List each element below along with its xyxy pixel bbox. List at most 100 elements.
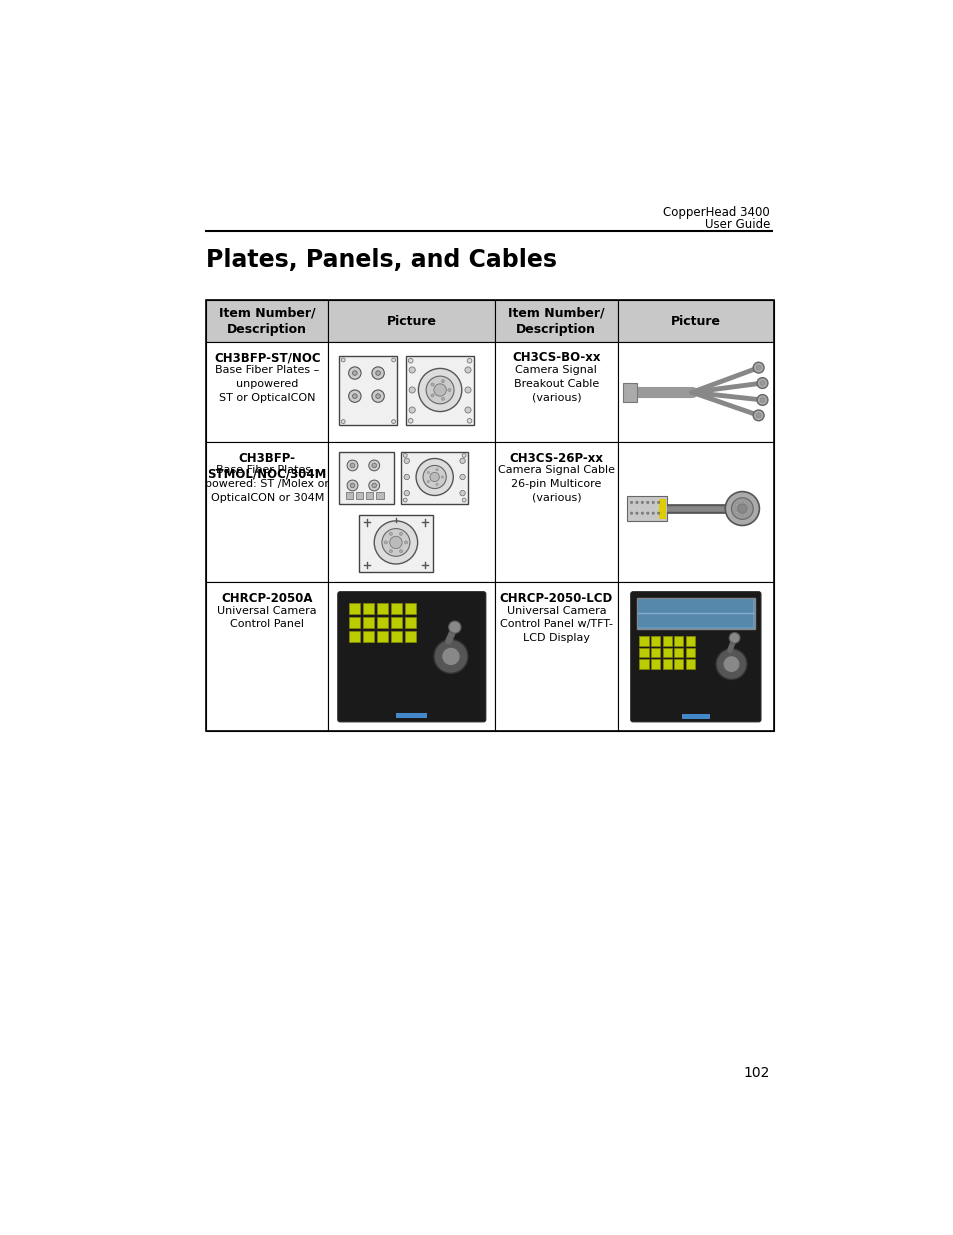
- Bar: [206, 342, 328, 442]
- Bar: [206, 583, 328, 731]
- Bar: [377, 631, 388, 642]
- Text: User Guide: User Guide: [704, 217, 769, 231]
- Bar: [638, 599, 753, 627]
- Circle shape: [341, 358, 345, 362]
- Text: Picture: Picture: [386, 315, 436, 327]
- Circle shape: [756, 412, 760, 417]
- Circle shape: [427, 480, 429, 483]
- Circle shape: [404, 474, 409, 479]
- Bar: [622, 383, 637, 401]
- Circle shape: [372, 483, 376, 488]
- Bar: [406, 356, 474, 425]
- Text: CH3BFP-ST/NOC: CH3BFP-ST/NOC: [213, 352, 320, 364]
- Circle shape: [347, 461, 357, 471]
- Circle shape: [422, 466, 446, 489]
- Circle shape: [724, 492, 759, 526]
- Text: CH3CS-26P-xx: CH3CS-26P-xx: [509, 452, 602, 464]
- Text: 102: 102: [743, 1066, 769, 1079]
- Circle shape: [390, 536, 402, 548]
- Circle shape: [467, 358, 472, 363]
- Bar: [650, 659, 659, 668]
- Circle shape: [409, 387, 415, 393]
- FancyBboxPatch shape: [337, 592, 485, 721]
- Bar: [674, 636, 682, 646]
- Circle shape: [735, 504, 737, 505]
- Circle shape: [441, 647, 459, 666]
- Bar: [650, 648, 659, 657]
- Circle shape: [459, 458, 465, 463]
- Circle shape: [459, 474, 465, 479]
- Text: CopperHead 3400: CopperHead 3400: [662, 206, 769, 219]
- Circle shape: [384, 541, 387, 543]
- Circle shape: [464, 367, 471, 373]
- Circle shape: [716, 648, 746, 679]
- Circle shape: [409, 406, 415, 412]
- Circle shape: [747, 508, 750, 510]
- Bar: [637, 598, 754, 629]
- Bar: [685, 636, 695, 646]
- Circle shape: [441, 379, 444, 383]
- Text: Universal Camera
Control Panel: Universal Camera Control Panel: [217, 605, 316, 629]
- Circle shape: [742, 501, 745, 503]
- Bar: [685, 659, 695, 668]
- Bar: [617, 442, 773, 583]
- Bar: [405, 618, 416, 627]
- Text: Item Number/
Description: Item Number/ Description: [508, 306, 604, 336]
- Circle shape: [389, 550, 392, 552]
- Bar: [206, 300, 328, 342]
- Bar: [639, 659, 648, 668]
- Text: Camera Signal
Breakout Cable
(various): Camera Signal Breakout Cable (various): [513, 366, 598, 403]
- Text: CHRCP-2050A: CHRCP-2050A: [221, 592, 313, 605]
- Text: Picture: Picture: [670, 315, 720, 327]
- Circle shape: [742, 514, 745, 516]
- Circle shape: [341, 420, 345, 424]
- Bar: [339, 356, 397, 425]
- Circle shape: [635, 513, 638, 514]
- Bar: [375, 492, 383, 499]
- Circle shape: [464, 406, 471, 412]
- Circle shape: [630, 513, 632, 514]
- Circle shape: [441, 398, 444, 400]
- Bar: [391, 631, 402, 642]
- Circle shape: [389, 532, 392, 535]
- Circle shape: [404, 541, 407, 543]
- Circle shape: [434, 640, 468, 673]
- Bar: [495, 300, 617, 342]
- Bar: [674, 659, 682, 668]
- Circle shape: [728, 632, 740, 643]
- Bar: [674, 648, 682, 657]
- Circle shape: [369, 480, 379, 490]
- Text: CH3BFP-
STMOL/NOC/304M: CH3BFP- STMOL/NOC/304M: [208, 452, 327, 480]
- Bar: [377, 618, 388, 627]
- Bar: [359, 515, 433, 573]
- Circle shape: [461, 453, 466, 457]
- Bar: [495, 442, 617, 583]
- Circle shape: [731, 498, 753, 520]
- Circle shape: [760, 380, 764, 385]
- Bar: [328, 442, 495, 583]
- Bar: [391, 618, 402, 627]
- Circle shape: [441, 475, 443, 478]
- Bar: [661, 636, 671, 646]
- Circle shape: [353, 370, 356, 375]
- Circle shape: [408, 419, 413, 424]
- Bar: [365, 492, 373, 499]
- Circle shape: [403, 498, 407, 501]
- Bar: [617, 300, 773, 342]
- Bar: [659, 499, 665, 519]
- Bar: [339, 452, 394, 504]
- Circle shape: [436, 468, 437, 471]
- Text: Base Fiber Plates –
unpowered
ST or OpticalCON: Base Fiber Plates – unpowered ST or Opti…: [215, 366, 319, 403]
- Circle shape: [418, 368, 461, 411]
- Bar: [405, 631, 416, 642]
- Circle shape: [448, 621, 460, 634]
- Circle shape: [757, 378, 767, 389]
- Circle shape: [399, 550, 402, 552]
- Bar: [328, 583, 495, 731]
- Circle shape: [426, 377, 454, 404]
- Bar: [328, 300, 495, 342]
- Circle shape: [467, 419, 472, 424]
- Circle shape: [374, 521, 417, 564]
- Bar: [363, 618, 374, 627]
- Circle shape: [635, 501, 638, 504]
